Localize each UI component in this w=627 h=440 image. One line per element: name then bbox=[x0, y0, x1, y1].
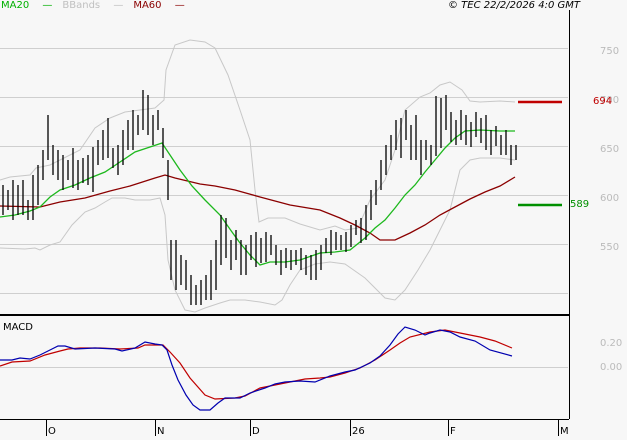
macd-label-000: 0.00 bbox=[600, 362, 623, 373]
macd-title: MACD bbox=[3, 322, 33, 333]
price-bars bbox=[2, 90, 517, 305]
macd-label-020: 0.20 bbox=[600, 338, 623, 349]
macd-line bbox=[0, 326, 513, 411]
bband-upper bbox=[0, 39, 516, 231]
bollinger-bands bbox=[0, 39, 516, 313]
ma60-line bbox=[0, 174, 516, 241]
chart-legend: MA20 — BBands — MA60 — bbox=[1, 0, 195, 12]
bband-lower bbox=[0, 157, 516, 313]
price-label-550: 550 bbox=[600, 242, 620, 253]
resistance-level-label: 694 bbox=[593, 96, 613, 107]
price-label-700: 700 bbox=[600, 95, 620, 106]
x-label-2026: 26 bbox=[352, 426, 365, 437]
copyright-text: © TEC 22/2/2026 4:0 GMT bbox=[448, 0, 580, 11]
x-label-nov: N bbox=[157, 426, 165, 437]
price-label-650: 650 bbox=[600, 144, 620, 155]
legend-ma60-label: MA60 bbox=[133, 0, 162, 11]
x-label-oct: O bbox=[48, 426, 56, 437]
macd-signal-line bbox=[0, 329, 513, 400]
legend-bbands-label: BBands bbox=[62, 0, 101, 11]
x-axis-ticks bbox=[46, 420, 559, 436]
support-level-label: 589 bbox=[570, 199, 590, 210]
price-label-750: 750 bbox=[600, 46, 620, 57]
legend-ma20-label: MA20 bbox=[1, 0, 30, 11]
x-label-mar: M bbox=[560, 426, 569, 437]
x-label-feb: F bbox=[450, 426, 456, 437]
price-gridlines bbox=[0, 48, 568, 294]
price-label-600: 600 bbox=[600, 193, 620, 204]
x-label-dec: D bbox=[252, 426, 260, 437]
legend-ma20: MA20 — bbox=[1, 0, 53, 11]
legend-ma60: MA60 — bbox=[133, 0, 185, 11]
legend-bbands: BBands — bbox=[62, 0, 124, 11]
